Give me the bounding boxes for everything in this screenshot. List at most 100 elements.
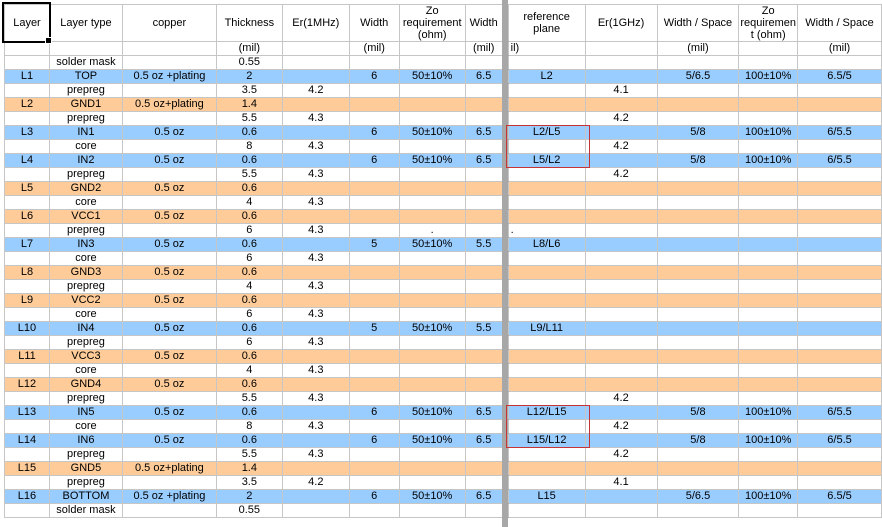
cell[interactable] [398, 293, 466, 308]
column-header-width-space[interactable]: Width / Space [656, 4, 740, 42]
cell[interactable] [584, 125, 658, 140]
cell[interactable] [797, 363, 882, 378]
cell[interactable]: 6 [348, 405, 400, 420]
cell[interactable]: 5/8 [656, 125, 740, 140]
cell[interactable]: 6 [215, 251, 283, 266]
cell[interactable]: 6 [215, 307, 283, 322]
cell[interactable] [464, 335, 503, 350]
cell[interactable] [464, 265, 503, 280]
cell[interactable] [398, 139, 466, 154]
cell[interactable]: 0.6 [215, 209, 283, 224]
cell[interactable]: 4 [215, 279, 283, 294]
cell[interactable]: prepreg [48, 111, 123, 126]
cell[interactable]: solder mask [48, 503, 123, 518]
cell[interactable] [281, 69, 350, 84]
cell[interactable] [656, 265, 740, 280]
cell[interactable] [348, 251, 400, 266]
cell[interactable] [398, 391, 466, 406]
cell[interactable]: 100±10% [738, 405, 799, 420]
cell[interactable]: 4.3 [281, 419, 350, 434]
cell[interactable] [398, 251, 466, 266]
cell[interactable]: 6.5 [464, 405, 503, 420]
cell[interactable]: 0.5 oz [121, 265, 217, 280]
cell[interactable] [398, 111, 466, 126]
cell[interactable] [507, 139, 586, 154]
cell[interactable] [281, 55, 350, 70]
cell[interactable]: 4.3 [281, 335, 350, 350]
cell[interactable] [507, 209, 586, 224]
cell[interactable]: L2/L5 [507, 125, 586, 140]
cell[interactable]: core [48, 307, 123, 322]
cell[interactable]: . [507, 223, 586, 238]
cell[interactable] [584, 321, 658, 336]
cell[interactable]: 6 [348, 125, 400, 140]
cell[interactable] [738, 503, 799, 518]
cell[interactable]: solder mask [48, 55, 123, 70]
cell[interactable]: VCC2 [48, 293, 123, 308]
cell[interactable]: 6.5 [464, 153, 503, 168]
cell[interactable] [4, 111, 50, 126]
cell[interactable]: 5.5 [215, 391, 283, 406]
cell[interactable] [398, 181, 466, 196]
cell[interactable] [584, 489, 658, 504]
cell[interactable] [656, 321, 740, 336]
cell[interactable] [656, 279, 740, 294]
column-header-layer-type[interactable]: Layer type [48, 4, 123, 42]
cell[interactable] [4, 55, 50, 70]
cell[interactable] [656, 503, 740, 518]
cell[interactable] [584, 349, 658, 364]
cell[interactable] [348, 293, 400, 308]
cell[interactable] [584, 363, 658, 378]
column-header-zo-requirement-ohm[interactable]: Zo requirement (ohm) [398, 4, 466, 42]
cell[interactable] [738, 111, 799, 126]
cell[interactable] [797, 279, 882, 294]
cell[interactable] [398, 279, 466, 294]
cell[interactable] [584, 307, 658, 322]
cell[interactable]: 50±10% [398, 433, 466, 448]
cell[interactable] [464, 139, 503, 154]
cell[interactable] [121, 335, 217, 350]
cell[interactable] [507, 167, 586, 182]
cell[interactable] [464, 223, 503, 238]
cell[interactable] [464, 391, 503, 406]
cell[interactable]: L15 [4, 461, 50, 476]
cell[interactable] [507, 111, 586, 126]
cell[interactable]: L6 [4, 209, 50, 224]
cell[interactable] [507, 55, 586, 70]
cell[interactable] [348, 335, 400, 350]
cell[interactable]: 50±10% [398, 125, 466, 140]
cell[interactable] [507, 461, 586, 476]
cell[interactable] [398, 97, 466, 112]
cell[interactable] [584, 209, 658, 224]
cell[interactable] [4, 363, 50, 378]
cell[interactable] [507, 391, 586, 406]
cell[interactable] [281, 125, 350, 140]
cell[interactable] [348, 461, 400, 476]
cell[interactable] [656, 167, 740, 182]
cell[interactable] [738, 321, 799, 336]
cell[interactable] [348, 223, 400, 238]
cell[interactable] [656, 391, 740, 406]
cell[interactable] [656, 209, 740, 224]
cell[interactable] [507, 265, 586, 280]
cell[interactable] [738, 167, 799, 182]
cell[interactable] [656, 195, 740, 210]
cell[interactable] [797, 349, 882, 364]
cell[interactable] [507, 251, 586, 266]
cell[interactable] [797, 335, 882, 350]
cell[interactable]: 0.5 oz [121, 433, 217, 448]
cell[interactable]: 8 [215, 419, 283, 434]
cell[interactable] [4, 279, 50, 294]
cell[interactable] [348, 447, 400, 462]
cell[interactable]: 0.5 oz [121, 293, 217, 308]
cell[interactable]: 5 [348, 321, 400, 336]
cell[interactable] [4, 307, 50, 322]
cell[interactable]: 6/5.5 [797, 125, 882, 140]
cell[interactable] [584, 293, 658, 308]
cell[interactable] [797, 377, 882, 392]
cell[interactable] [738, 251, 799, 266]
cell[interactable] [348, 181, 400, 196]
cell[interactable] [738, 475, 799, 490]
cell[interactable] [507, 335, 586, 350]
cell[interactable] [738, 279, 799, 294]
